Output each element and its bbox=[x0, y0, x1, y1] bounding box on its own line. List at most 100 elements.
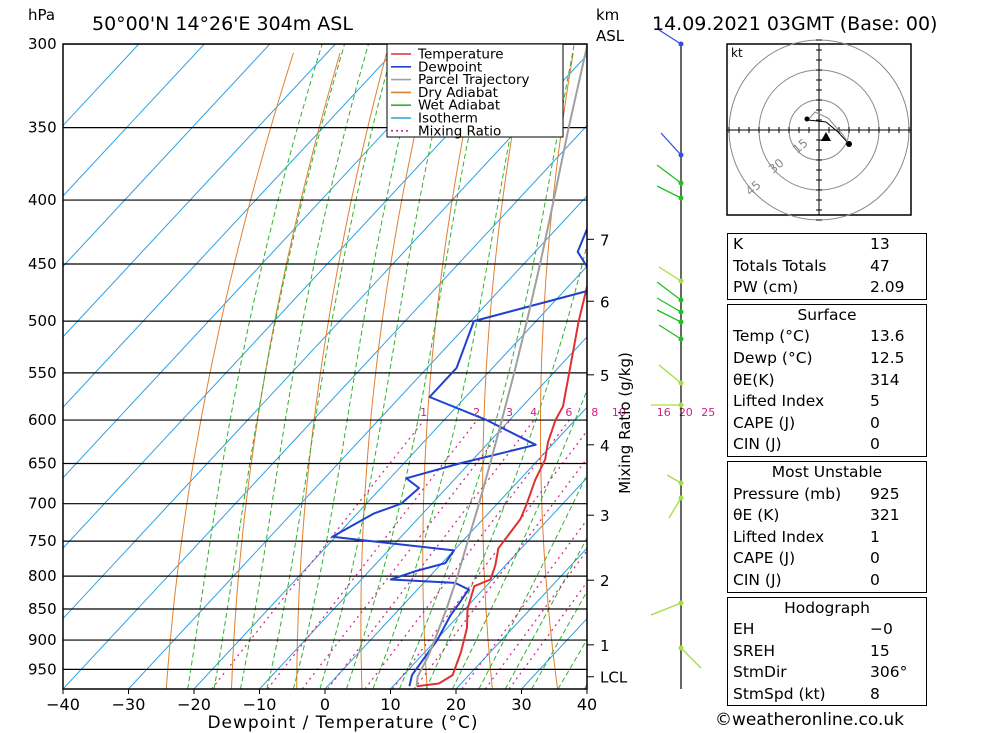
stat-label: CAPE (J) bbox=[733, 549, 796, 568]
stat-label: Totals Totals bbox=[733, 256, 827, 275]
stat-value: 314 bbox=[870, 370, 900, 389]
wind-barb bbox=[668, 497, 682, 519]
stat-row: θE (K) 321 bbox=[728, 505, 926, 527]
pressure-tick-label: 750 bbox=[28, 532, 57, 550]
series-lines bbox=[331, 44, 587, 688]
parcel-trajectory-line bbox=[415, 44, 587, 687]
hodograph-trace bbox=[807, 119, 850, 145]
mixing-ratio-line bbox=[301, 419, 511, 689]
stat-label: CIN (J) bbox=[733, 570, 782, 589]
mixing-ratio-tick-label: 1 bbox=[420, 406, 427, 419]
background-lines bbox=[63, 44, 1000, 689]
wind-level-dot bbox=[678, 278, 684, 284]
wind-barb bbox=[658, 324, 682, 340]
wind-level-dot bbox=[678, 402, 684, 408]
mixing-ratio-tick-label: 25 bbox=[701, 406, 715, 419]
isotherm-line bbox=[390, 476, 587, 689]
dry-adiabat-line bbox=[360, 52, 434, 689]
most-unstable-title: Most Unstable bbox=[771, 462, 883, 481]
pressure-tick-label: 950 bbox=[28, 660, 57, 678]
wind-level-dot bbox=[678, 309, 684, 315]
wet-adiabat-line bbox=[213, 44, 346, 689]
dry-adiabat-line bbox=[993, 53, 1000, 689]
legend-entry: Temperature bbox=[417, 47, 504, 63]
mixing-ratio-line bbox=[211, 419, 425, 689]
wet-adiabat-line bbox=[531, 590, 587, 689]
stat-row: Dewp (°C) 12.5 bbox=[728, 348, 926, 370]
pressure-unit-label: hPa bbox=[28, 6, 55, 24]
stat-label: EH bbox=[733, 620, 755, 639]
dry-adiabat-line bbox=[482, 52, 528, 689]
stat-row: CAPE (J) 0 bbox=[728, 548, 926, 570]
stat-row: Pressure (mb) 925 bbox=[728, 484, 926, 506]
mixing-ratio-tick-label: 8 bbox=[591, 406, 598, 419]
wind-level-dot bbox=[678, 600, 684, 606]
mixing-ratio-line bbox=[484, 549, 587, 689]
stat-value: 0 bbox=[870, 570, 880, 589]
x-tick-label: 10 bbox=[380, 695, 400, 714]
isotherm-line bbox=[193, 265, 587, 689]
stat-label: K bbox=[733, 235, 744, 253]
pressure-tick-label: 700 bbox=[28, 495, 57, 513]
x-tick-label: −20 bbox=[177, 695, 211, 714]
wind-barb bbox=[658, 266, 682, 282]
hodograph-trace-upper bbox=[807, 111, 850, 145]
stat-row: EH −0 bbox=[728, 619, 926, 641]
isotherm-line bbox=[63, 124, 587, 689]
km-tick-label: 3 bbox=[600, 507, 610, 525]
legend-entry: Mixing Ratio bbox=[418, 123, 501, 139]
mixing-ratio-line bbox=[364, 419, 570, 689]
km-tick-label: 6 bbox=[600, 293, 610, 311]
indices-table: K 13 Totals Totals 47 PW (cm) 2.09 bbox=[727, 233, 927, 300]
wet-adiabat-line bbox=[266, 44, 395, 689]
dry-adiabat-line bbox=[651, 53, 688, 689]
surface-title: Surface bbox=[797, 305, 857, 324]
km-tick-label: 5 bbox=[600, 367, 610, 385]
wet-adiabat-line bbox=[425, 242, 587, 689]
pressure-tick-label: 350 bbox=[28, 119, 57, 137]
wet-adiabat-line bbox=[451, 388, 587, 689]
legend-entry: Dry Adiabat bbox=[418, 85, 498, 101]
hodograph-surface-dot bbox=[846, 141, 852, 147]
wind-level-dot bbox=[678, 336, 684, 342]
mixing-ratio-tick-label: 20 bbox=[679, 406, 693, 419]
legend-entry: Parcel Trajectory bbox=[418, 72, 530, 88]
isotherm-line bbox=[63, 44, 336, 338]
surface-table: Surface Temp (°C) 13.6 Dewp (°C) 12.5 θE(K) 3… bbox=[727, 303, 927, 457]
wind-barb bbox=[680, 647, 702, 669]
isotherm-line bbox=[63, 44, 533, 549]
mixing-ratio-tick-label: 10 bbox=[612, 406, 626, 419]
wind-barb bbox=[658, 364, 682, 384]
stat-row: Lifted Index 1 bbox=[728, 527, 926, 549]
wet-adiabat-line bbox=[345, 44, 489, 689]
wind-level-dot bbox=[678, 180, 684, 186]
storm-motion-marker bbox=[821, 132, 831, 141]
x-tick-label: −30 bbox=[112, 695, 146, 714]
legend-entry: Wet Adiabat bbox=[418, 98, 500, 114]
x-tick-label: 30 bbox=[511, 695, 531, 714]
pressure-tick-label: 450 bbox=[28, 255, 57, 273]
wind-level-dot bbox=[678, 297, 684, 303]
dry-adiabat-line bbox=[422, 52, 481, 689]
stat-value: 13 bbox=[870, 235, 890, 253]
km-tick-label: 7 bbox=[600, 231, 610, 249]
isotherm-line bbox=[63, 44, 467, 479]
plot-frame bbox=[62, 43, 588, 690]
stat-row: Temp (°C) 13.6 bbox=[728, 326, 926, 348]
asl-unit-label: ASL bbox=[596, 27, 625, 45]
footer-credit: ©weatheronline.co.uk bbox=[715, 710, 905, 730]
mixing-ratio-tick-label: 2 bbox=[473, 406, 480, 419]
stat-row: K 13 bbox=[728, 234, 926, 256]
wind-barb bbox=[656, 185, 682, 199]
stat-label: PW (cm) bbox=[733, 278, 799, 297]
dry-adiabat-line bbox=[231, 52, 341, 689]
wet-adiabat-line bbox=[372, 44, 529, 689]
dewpoint-line bbox=[331, 226, 587, 687]
stat-row: StmDir 306° bbox=[728, 662, 926, 684]
stat-label: CIN (J) bbox=[733, 435, 782, 454]
pressure-tick-label: 500 bbox=[28, 312, 57, 330]
stat-row: θE(K) 314 bbox=[728, 370, 926, 392]
location-title: 50°00'N 14°26'E 304m ASL bbox=[92, 13, 353, 35]
